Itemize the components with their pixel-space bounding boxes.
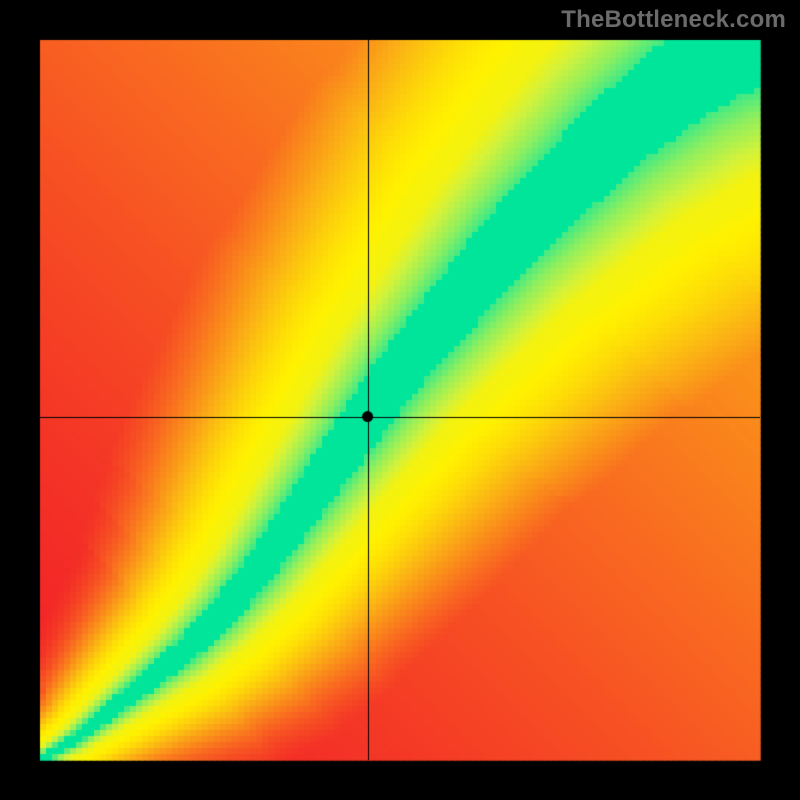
bottleneck-heatmap: [0, 0, 800, 800]
watermark-text: TheBottleneck.com: [561, 6, 786, 34]
